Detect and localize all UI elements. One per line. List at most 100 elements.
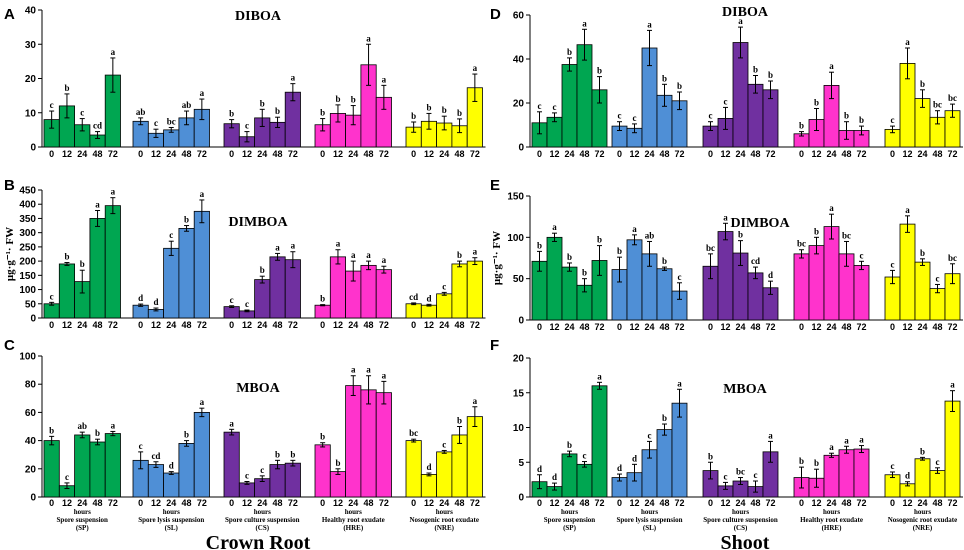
significance-letter: c — [169, 230, 173, 240]
hour-tick-label: 72 — [470, 498, 480, 508]
y-tick-label: 10 — [25, 108, 37, 119]
hour-tick-label: 12 — [902, 322, 912, 332]
significance-letter: bc — [797, 239, 806, 249]
significance-letter: d — [153, 297, 158, 307]
bar-e-g1-48h — [656, 268, 673, 321]
bar-c-g0-24h — [74, 434, 91, 498]
significance-letter: ab — [136, 107, 146, 117]
significance-letter: c — [724, 471, 728, 481]
hour-tick-label: 0 — [411, 149, 416, 159]
significance-letter: b — [662, 413, 667, 423]
hour-tick-label: 12 — [62, 498, 72, 508]
significance-letter: a — [677, 378, 682, 388]
group-abbr-label: (SP) — [76, 524, 90, 532]
bar-e-g3-72h — [853, 265, 870, 321]
bar-e-g0-12h — [546, 236, 563, 321]
hour-tick-label: 48 — [93, 320, 103, 330]
significance-letter: a — [723, 212, 728, 222]
bar-c-g3-72h — [375, 392, 392, 498]
hours-axis-label: hours — [561, 508, 578, 516]
hour-tick-label: 24 — [564, 322, 574, 332]
bar-c-g2-0h — [223, 431, 240, 498]
y-tick-label: 20 — [513, 354, 525, 365]
significance-letter: c — [245, 470, 249, 480]
hour-tick-label: 48 — [93, 498, 103, 508]
hour-tick-label: 24 — [257, 149, 267, 159]
significance-letter: b — [537, 240, 542, 250]
hour-tick-label: 48 — [579, 322, 589, 332]
hour-tick-label: 24 — [439, 498, 449, 508]
hour-tick-label: 72 — [379, 498, 389, 508]
significance-letter: c — [154, 118, 158, 128]
hours-axis-label: hours — [641, 508, 658, 516]
significance-letter: b — [617, 246, 622, 256]
significance-letter: a — [950, 380, 955, 390]
hour-tick-label: 12 — [424, 320, 434, 330]
y-tick-label: 0 — [518, 316, 524, 327]
y-tick-label: 100 — [507, 233, 524, 244]
hour-tick-label: 12 — [902, 498, 912, 508]
group-name-label: Spore culture suspension — [703, 516, 778, 524]
group-abbr-label: (SL) — [643, 524, 657, 532]
significance-letter: bc — [842, 230, 851, 240]
significance-letter: c — [65, 472, 69, 482]
hour-tick-label: 12 — [424, 498, 434, 508]
bar-b-g1-24h — [163, 247, 180, 319]
bar-b-g3-0h — [314, 304, 331, 319]
hour-tick-label: 72 — [197, 320, 207, 330]
significance-letter: c — [754, 470, 758, 480]
group-name-label: Spore lysis suspension — [138, 516, 204, 524]
group-name-label: Nosogenic root exudate — [888, 516, 957, 524]
group-name-label: Nosogenic root exudate — [410, 516, 479, 524]
group-name-label: Spore suspension — [544, 516, 596, 524]
hour-tick-label: 24 — [77, 320, 87, 330]
hour-tick-label: 72 — [108, 320, 118, 330]
hour-tick-label: 12 — [811, 498, 821, 508]
hour-tick-label: 48 — [659, 322, 669, 332]
significance-letter: c — [80, 108, 84, 118]
bar-e-g0-24h — [561, 266, 578, 321]
hour-tick-label: 72 — [594, 149, 604, 159]
significance-letter: a — [95, 199, 100, 209]
hour-tick-label: 24 — [644, 498, 654, 508]
panel-letter: B — [4, 177, 15, 194]
significance-letter: cd — [93, 121, 102, 131]
hour-tick-label: 24 — [735, 149, 745, 159]
bar-b-g0-72h — [104, 205, 121, 319]
bar-f-g0-24h — [561, 453, 578, 498]
significance-letter: a — [552, 222, 557, 232]
group-abbr-label: (NRE) — [435, 524, 455, 532]
significance-letter: b — [799, 121, 804, 131]
hour-tick-label: 24 — [564, 498, 574, 508]
significance-letter: b — [738, 230, 743, 240]
series-group-1: d 0 d 12 c 24 b 48 a 72 — [132, 189, 210, 330]
hour-tick-label: 72 — [379, 320, 389, 330]
significance-letter: b — [335, 458, 340, 468]
panel-title: DIMBOA — [730, 216, 790, 231]
significance-letter: a — [229, 418, 234, 428]
significance-letter: a — [844, 435, 849, 445]
y-tick-label: 10 — [513, 423, 525, 434]
group-name-label: Healthy root exudate — [322, 516, 385, 524]
bar-c-g1-72h — [193, 411, 210, 498]
significance-letter: a — [632, 224, 637, 234]
significance-letter: a — [829, 61, 834, 71]
hours-axis-label: hours — [732, 508, 749, 516]
group-abbr-label: (SL) — [165, 524, 179, 532]
significance-letter: c — [260, 465, 264, 475]
bar-c-g0-72h — [104, 433, 121, 498]
hour-tick-label: 48 — [455, 149, 465, 159]
bar-b-g3-48h — [360, 264, 377, 319]
hour-tick-label: 72 — [288, 498, 298, 508]
hour-tick-label: 48 — [579, 149, 589, 159]
bar-c-g2-12h — [238, 482, 256, 498]
series-group-2: c 0 c 12 b 24 a 48 a 72 — [223, 241, 301, 330]
hours-axis-label: hours — [436, 508, 453, 516]
y-axis-label: μg·g⁻¹· FW — [491, 231, 503, 285]
series-group-4: b 0 b 12 b 24 b 48 a 72 — [405, 63, 483, 159]
hour-tick-label: 12 — [811, 149, 821, 159]
bar-c-g3-0h — [314, 444, 331, 498]
significance-letter: b — [814, 98, 819, 108]
hour-tick-label: 48 — [182, 320, 192, 330]
